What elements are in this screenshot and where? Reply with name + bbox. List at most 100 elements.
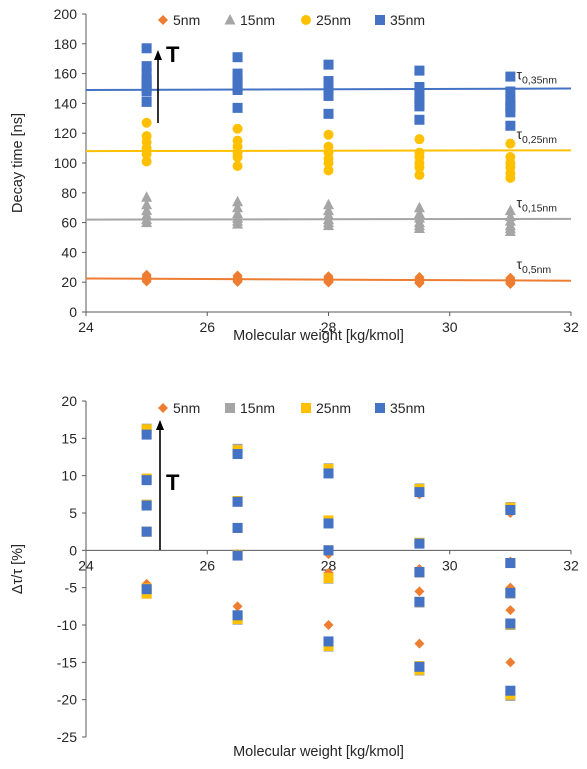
legend-marker-25nm — [301, 403, 311, 413]
data-point — [323, 90, 334, 101]
data-point — [414, 566, 425, 577]
data-point — [141, 117, 152, 128]
y-axis-label: Δτ/τ [%] — [10, 544, 26, 594]
arrow-head-icon — [154, 50, 162, 60]
series-15nm — [141, 191, 516, 237]
data-point — [505, 505, 516, 516]
data-point — [232, 276, 243, 287]
y-tick-label: 15 — [61, 430, 77, 446]
data-point — [504, 204, 516, 216]
data-point — [414, 65, 425, 76]
x-tick-label: 30 — [442, 557, 458, 573]
data-point — [141, 149, 152, 160]
data-point — [413, 201, 425, 213]
legend-label-15nm: 15nm — [240, 12, 275, 28]
tau-annotation: τ0,35nm — [516, 67, 557, 87]
data-point — [141, 86, 152, 97]
y-tick-label: 0 — [69, 304, 77, 320]
legend-label-35nm: 35nm — [390, 400, 425, 416]
data-point — [232, 496, 243, 507]
legend-label-35nm: 35nm — [390, 12, 425, 28]
y-axis-label: Decay time [ns] — [10, 113, 26, 213]
legend-marker-5nm — [158, 15, 168, 25]
data-point — [505, 120, 516, 131]
x-tick-label: 28 — [321, 319, 337, 335]
data-point — [141, 526, 152, 537]
data-point — [232, 218, 244, 229]
legend-label-5nm: 5nm — [173, 12, 200, 28]
data-point — [232, 201, 244, 213]
legend-label-15nm: 15nm — [240, 400, 275, 416]
data-point — [323, 129, 334, 140]
data-point — [505, 71, 516, 82]
legend-marker-15nm — [224, 14, 236, 25]
data-point — [141, 68, 152, 79]
data-point — [505, 657, 516, 668]
data-point — [414, 169, 425, 180]
x-tick-label: 28 — [321, 557, 337, 573]
data-point — [141, 198, 153, 210]
data-point — [323, 108, 334, 119]
arrow-label: T — [166, 42, 180, 67]
legend-label-25nm: 25nm — [316, 12, 351, 28]
data-point — [505, 685, 516, 696]
y-tick-label: 80 — [61, 185, 77, 201]
y-tick-label: 20 — [61, 274, 77, 290]
data-point — [232, 601, 243, 612]
arrow-label: T — [166, 470, 180, 495]
x-tick-label: 24 — [78, 319, 94, 335]
data-point — [232, 52, 243, 63]
data-point — [323, 59, 334, 70]
data-point — [504, 225, 516, 237]
data-point — [323, 518, 334, 529]
data-point — [141, 475, 152, 486]
data-point — [141, 429, 152, 440]
data-point — [414, 278, 425, 289]
legend-marker-25nm — [301, 15, 311, 25]
data-point — [323, 198, 334, 210]
y-tick-label: 160 — [54, 66, 78, 82]
y-tick-label: 140 — [54, 95, 78, 111]
data-point — [505, 605, 516, 616]
legend-marker-35nm — [375, 15, 385, 25]
x-tick-label: 30 — [442, 319, 458, 335]
y-tick-label: 0 — [69, 542, 77, 558]
y-tick-label: 100 — [54, 155, 78, 171]
x-axis-label: Molecular weight [kg/kmol] — [233, 744, 404, 760]
data-point — [323, 468, 334, 479]
y-tick-label: 200 — [54, 6, 78, 22]
data-point — [232, 84, 243, 95]
y-tick-label: 60 — [61, 215, 77, 231]
x-tick-label: 32 — [563, 557, 579, 573]
data-point — [232, 550, 243, 561]
data-point — [323, 158, 334, 168]
data-point — [141, 96, 152, 107]
series-35nm — [141, 43, 516, 131]
data-point — [232, 522, 243, 533]
legend-marker-35nm — [375, 403, 385, 413]
tau-annotation: τ0,15nm — [516, 195, 557, 215]
data-point — [232, 449, 243, 460]
data-point — [141, 156, 152, 167]
data-point — [414, 638, 425, 649]
tau-subscript: 0,25nm — [522, 134, 557, 146]
tau-symbol: τ — [516, 126, 522, 142]
data-point — [505, 86, 516, 97]
tau-symbol: τ — [516, 256, 522, 272]
data-point — [141, 43, 152, 54]
legend-label-5nm: 5nm — [173, 400, 200, 416]
data-point — [232, 195, 244, 207]
legend-label-25nm: 25nm — [316, 400, 351, 416]
tau-symbol: τ — [516, 67, 522, 83]
y-tick-label: 40 — [61, 244, 77, 260]
data-point — [323, 572, 334, 583]
data-point — [232, 102, 243, 113]
data-point — [414, 538, 425, 549]
data-point — [505, 587, 516, 598]
data-point — [141, 276, 152, 287]
data-point — [232, 160, 243, 171]
data-point — [323, 219, 334, 231]
data-point — [141, 584, 152, 595]
data-point — [141, 424, 152, 435]
tau-symbol: τ — [516, 195, 522, 211]
